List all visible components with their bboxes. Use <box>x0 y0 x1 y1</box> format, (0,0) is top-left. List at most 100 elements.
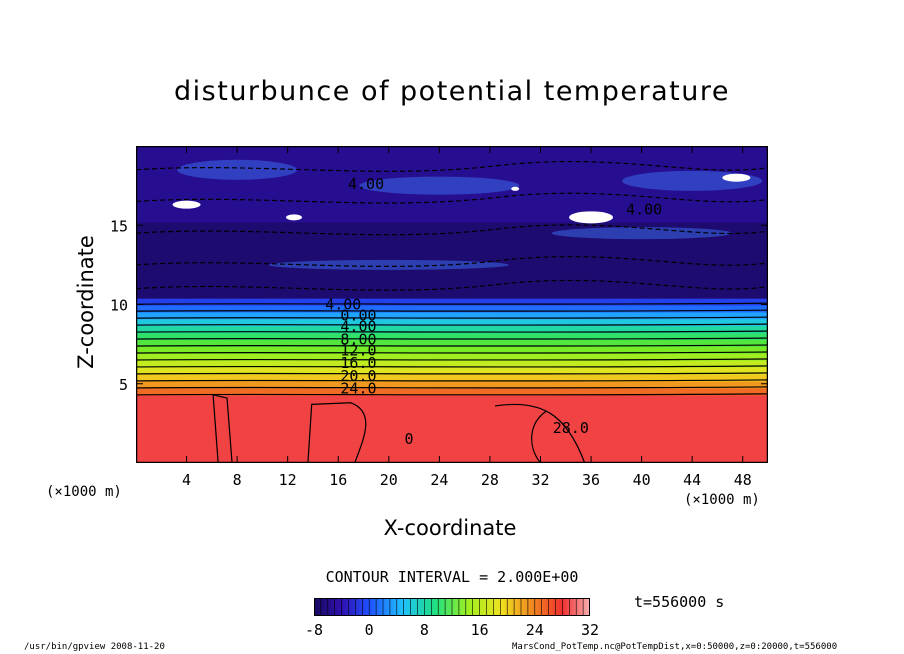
contour-label: 4.00 <box>348 175 384 193</box>
plot-area: 4.004.004.000.004.008.0012.016.020.024.0… <box>136 146 768 463</box>
x-unit-label: (×1000 m) <box>684 492 760 508</box>
field-band <box>136 401 768 409</box>
field-band <box>136 191 768 208</box>
field-band <box>136 394 768 403</box>
field-band <box>136 367 768 375</box>
contour-line <box>136 365 768 368</box>
field-band <box>136 360 768 368</box>
colorbar-tick-label: 24 <box>525 621 544 639</box>
field-band <box>136 415 768 423</box>
colorbar-tick-label: -8 <box>304 621 324 639</box>
colorbar <box>314 598 590 616</box>
x-tick-label: 32 <box>531 471 549 486</box>
field-band <box>136 332 768 341</box>
colorbar-tick-label: 32 <box>580 621 600 639</box>
field-band <box>136 408 768 416</box>
contour-label: 4.00 <box>325 296 361 314</box>
missing-patch <box>172 200 201 209</box>
field-band <box>136 456 768 463</box>
contour-label: 8.00 <box>340 330 376 348</box>
contour-line <box>136 316 768 319</box>
y-unit-label: (×1000 m) <box>46 484 122 500</box>
contour-line <box>212 394 233 463</box>
field-band <box>136 282 768 299</box>
x-tick-label: 40 <box>633 471 651 486</box>
field-band <box>136 422 768 430</box>
contour-line <box>136 351 768 354</box>
x-tick-label: 48 <box>734 471 752 486</box>
field-band <box>136 339 768 348</box>
field-band <box>136 267 768 284</box>
contour-line <box>531 410 548 463</box>
colorbar-tick-label: 8 <box>419 621 429 639</box>
contour-line <box>494 403 586 463</box>
y-axis-label: Z-coordinate <box>74 235 98 369</box>
contour-line <box>136 309 768 312</box>
contour-line-negative <box>136 256 768 268</box>
contour-line <box>136 379 768 382</box>
field-band <box>136 442 768 450</box>
field-band <box>136 374 768 382</box>
field-band <box>136 381 768 389</box>
field-blob <box>551 227 732 240</box>
contour-line <box>136 372 768 375</box>
contour-interval: CONTOUR INTERVAL = 2.000E+00 <box>325 568 579 586</box>
field-band <box>136 298 768 306</box>
missing-patch <box>569 211 614 224</box>
chart-title: disturbunce of potential temperature <box>174 76 730 107</box>
x-tick-label: 16 <box>329 471 347 486</box>
contour-label: 28.0 <box>553 419 589 437</box>
contour-line-negative <box>136 192 768 204</box>
colorbar-tick-label: 16 <box>470 621 489 639</box>
field-band <box>136 318 768 327</box>
field-band <box>136 387 768 396</box>
x-tick-label: 44 <box>683 471 701 486</box>
contour-line <box>136 330 768 333</box>
field-band <box>136 428 768 437</box>
contour-label: 12.0 <box>340 341 376 359</box>
contour-line <box>136 344 768 347</box>
contour-line <box>136 393 768 396</box>
field-blob <box>268 259 509 270</box>
contour-line <box>307 402 367 463</box>
contour-line-negative <box>136 279 768 291</box>
field-band <box>136 325 768 334</box>
x-tick-label: 36 <box>582 471 600 486</box>
footer-left: /usr/bin/gpview 2008-11-20 <box>24 642 165 652</box>
field-band <box>136 237 768 254</box>
field-band <box>136 346 768 354</box>
time-annotation: t=556000 s <box>634 593 725 611</box>
field-band <box>136 449 768 457</box>
contour-line <box>136 302 768 305</box>
x-tick-label: 20 <box>380 471 398 486</box>
x-tick-label: 8 <box>233 471 242 486</box>
contour-line <box>136 386 768 389</box>
field-band <box>136 305 768 313</box>
contour-label: 0.00 <box>340 307 376 325</box>
contour-label: 20.0 <box>340 367 376 385</box>
field-band <box>136 146 768 162</box>
contour-line-negative <box>136 160 768 172</box>
missing-patch <box>511 186 520 191</box>
field-band <box>136 353 768 361</box>
contour-line <box>136 337 768 340</box>
contour-line-negative <box>136 224 768 236</box>
contour-label: 0 <box>405 430 414 448</box>
contour-label: 4.00 <box>626 200 662 218</box>
contour-line <box>136 323 768 326</box>
x-tick-label: 28 <box>481 471 499 486</box>
contour-label: 4.00 <box>340 318 376 336</box>
y-tick-label: 10 <box>110 297 128 315</box>
field-band <box>136 311 768 320</box>
missing-patch <box>286 214 302 221</box>
footer-right: MarsCond_PotTemp.nc@PotTempDist,x=0:5000… <box>512 642 838 652</box>
colorbar-tick-label: 0 <box>364 621 374 639</box>
x-tick-label: 12 <box>279 471 297 486</box>
field-blob <box>177 159 298 180</box>
x-tick-label: 24 <box>430 471 448 486</box>
contour-label: 24.0 <box>340 380 376 398</box>
field-blob <box>359 176 520 195</box>
x-axis-label: X-coordinate <box>383 516 517 540</box>
x-tick-label: 4 <box>182 471 191 486</box>
contour-line <box>136 358 768 361</box>
